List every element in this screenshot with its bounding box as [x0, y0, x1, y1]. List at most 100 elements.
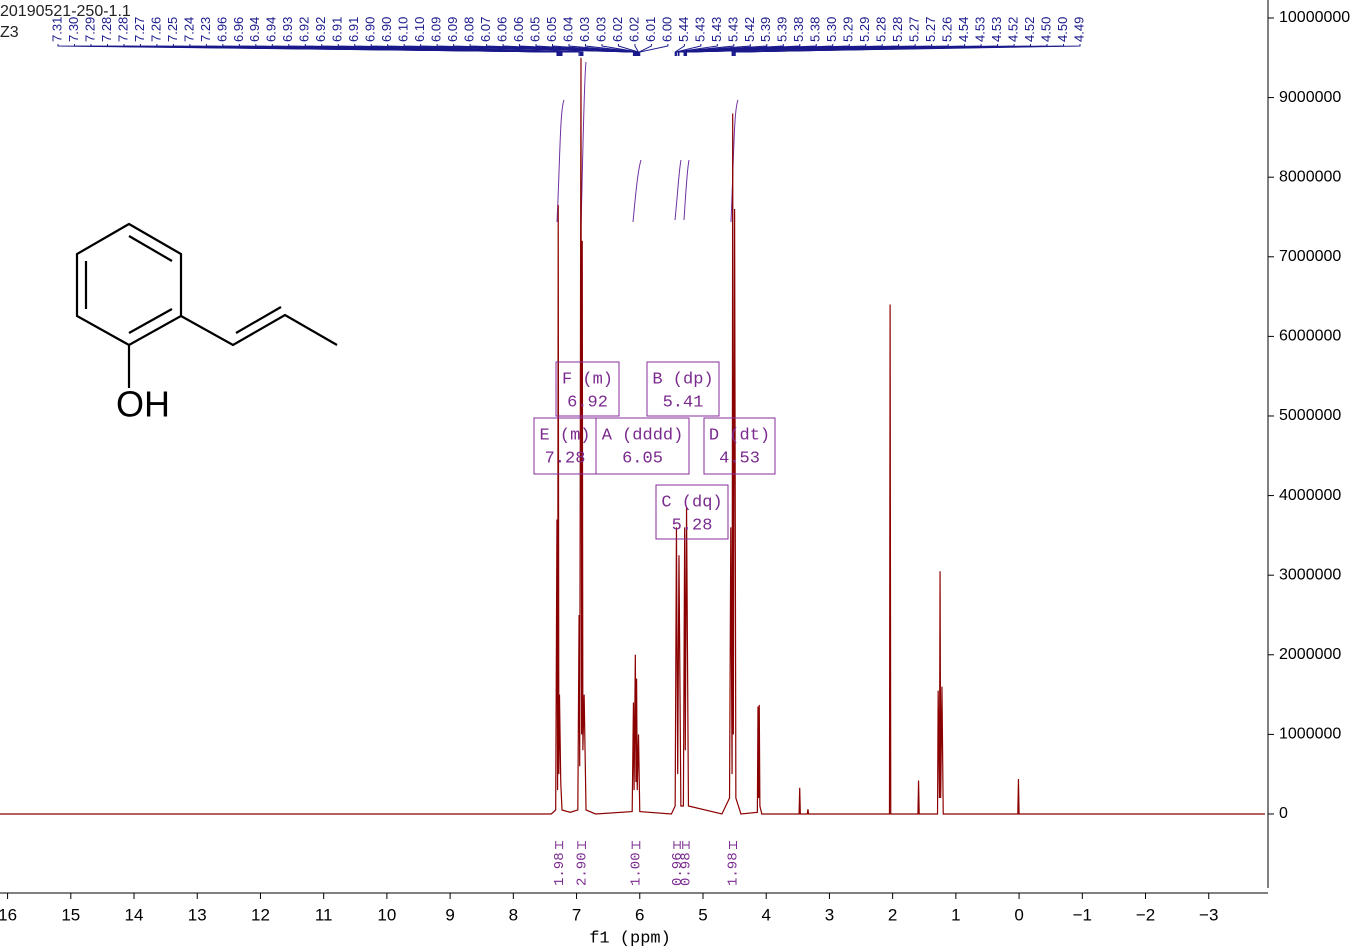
- multiplet-box: [655, 484, 729, 540]
- peak-connector: [734, 44, 1081, 56]
- peak-label: 6.09: [429, 17, 444, 42]
- x-tick-label: 11: [315, 905, 333, 924]
- integral-label: 1.00: [629, 852, 645, 886]
- peak-label: 5.28: [890, 17, 905, 42]
- integral-bracket: [729, 841, 737, 849]
- peak-connector: [639, 44, 669, 56]
- peak-label: 5.29: [841, 17, 856, 42]
- integral-bracket: [673, 841, 681, 849]
- peak-label: 6.03: [593, 17, 608, 42]
- peak-connector: [568, 44, 638, 56]
- peak-label: 5.42: [742, 17, 757, 42]
- peak-label: 4.49: [1071, 17, 1086, 42]
- peak-label: 6.10: [396, 17, 411, 42]
- peak-label: 6.10: [412, 17, 427, 42]
- y-tick-label: 5000000: [1279, 407, 1341, 424]
- peak-connector: [601, 44, 639, 56]
- peak-label: 4.52: [1022, 17, 1037, 42]
- multiplet-box: [595, 417, 690, 475]
- peak-label: 6.94: [247, 17, 262, 42]
- y-tick-label: 2000000: [1279, 646, 1341, 663]
- multiplet-shift: 6.92: [567, 393, 608, 412]
- peak-label: 4.50: [1055, 17, 1070, 42]
- x-tick-label: 2: [888, 905, 897, 924]
- x-tick-label: 5: [698, 905, 707, 924]
- multiplet-box: [555, 361, 620, 417]
- benzene-ring: [75, 222, 183, 347]
- peak-label: 4.53: [973, 17, 988, 42]
- integral-bracket: [555, 841, 564, 849]
- x-tick-label: 12: [251, 905, 270, 924]
- x-tick-label: 14: [125, 905, 144, 924]
- chain-double-bond: [235, 306, 282, 334]
- peak-label: 7.24: [181, 17, 196, 42]
- multiplet-label: D (dt): [709, 426, 770, 445]
- peak-connector: [675, 44, 751, 56]
- integral-curve: [632, 159, 642, 223]
- peak-label: 4.53: [989, 17, 1004, 42]
- peak-label: 4.52: [1006, 17, 1021, 42]
- peak-label: 6.07: [478, 17, 493, 42]
- x-tick-label: 3: [825, 905, 834, 924]
- peak-label: 7.27: [132, 17, 147, 42]
- integral-label: 1.98: [552, 852, 568, 886]
- multiplet-label: B (dp): [652, 370, 713, 389]
- peak-label: 4.50: [1038, 17, 1053, 42]
- peak-label: 5.29: [857, 17, 872, 42]
- x-tick-label: 7: [572, 905, 581, 924]
- peak-label: 5.26: [940, 17, 955, 42]
- x-tick-label: 0: [1014, 905, 1023, 924]
- peak-label: 7.28: [99, 17, 114, 42]
- integral-curves: [556, 61, 739, 229]
- multiplet-label: A (dddd): [602, 426, 684, 445]
- peak-connector: [686, 44, 949, 56]
- x-tick-label: 6: [635, 905, 644, 924]
- peak-label: 5.39: [775, 17, 790, 42]
- x-tick-label: −2: [1136, 905, 1155, 924]
- peak-label: 7.28: [115, 17, 130, 42]
- x-tick-label: −3: [1199, 905, 1218, 924]
- peak-connector: [638, 44, 652, 56]
- x-tick-label: 1: [951, 905, 960, 924]
- peak-connector: [634, 44, 640, 56]
- spectrum-line: [0, 57, 1265, 815]
- multiplet-label: F (m): [562, 370, 613, 389]
- peak-label: 6.05: [544, 17, 559, 42]
- peak-connector: [387, 44, 584, 56]
- peak-label: 7.31: [49, 17, 64, 42]
- x-tick-label: −1: [1073, 905, 1092, 924]
- peak-label: 6.90: [363, 17, 378, 42]
- y-tick-label: 1000000: [1279, 726, 1341, 743]
- propenyl-chain: [180, 313, 338, 347]
- y-tick-label: 4000000: [1279, 487, 1341, 504]
- peak-connector: [674, 44, 685, 56]
- peak-label: 6.92: [313, 17, 328, 42]
- peak-label: 6.92: [297, 17, 312, 42]
- peak-connector: [552, 44, 638, 56]
- multiplet-shift: 7.28: [545, 449, 586, 468]
- ring-double-bond: [128, 235, 173, 262]
- multiplet-label: E (m): [539, 426, 590, 445]
- integral-bracket: [682, 841, 690, 849]
- x-tick-label: 8: [509, 905, 518, 924]
- peak-label: 5.43: [725, 17, 740, 42]
- peak-label: 6.08: [462, 17, 477, 42]
- integral-label: 0.96: [670, 852, 686, 886]
- peak-label: 5.27: [923, 17, 938, 42]
- peak-label: 5.39: [758, 17, 773, 42]
- peak-label: 6.03: [577, 17, 592, 42]
- peak-label: 6.02: [610, 17, 625, 42]
- multiplet-shift: 5.41: [663, 393, 704, 412]
- x-tick-label: 16: [0, 905, 17, 924]
- peak-label: 4.54: [956, 17, 971, 42]
- peak-label: 5.43: [709, 17, 724, 42]
- integral-label: 0.98: [679, 852, 695, 886]
- integral-curve: [683, 159, 690, 221]
- peak-label: 7.30: [66, 17, 81, 42]
- peak-label: 7.26: [148, 17, 163, 42]
- peak-label: 5.28: [874, 17, 889, 42]
- peak-label: 5.38: [791, 17, 806, 42]
- integral-label: 1.98: [726, 852, 742, 886]
- multiplet-box: [703, 417, 776, 475]
